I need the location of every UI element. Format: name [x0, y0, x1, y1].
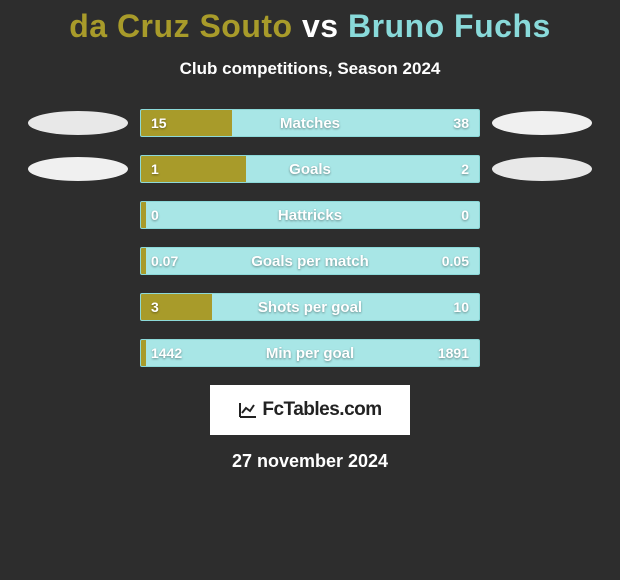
left-ellipse — [28, 295, 128, 319]
stat-value-right: 38 — [453, 110, 469, 136]
stat-row: 0.07Goals per match0.05 — [0, 247, 620, 275]
date-text: 27 november 2024 — [0, 451, 620, 472]
right-ellipse — [492, 203, 592, 227]
stat-bar: 15Matches38 — [140, 109, 480, 137]
right-ellipse — [492, 295, 592, 319]
player1-name: da Cruz Souto — [69, 8, 292, 44]
stat-row: 3Shots per goal10 — [0, 293, 620, 321]
stat-value-left: 0.07 — [151, 248, 178, 274]
right-ellipse — [492, 157, 592, 181]
left-ellipse — [28, 341, 128, 365]
player2-name: Bruno Fuchs — [348, 8, 551, 44]
stat-value-right: 0 — [461, 202, 469, 228]
logo-text: FcTables.com — [262, 399, 381, 421]
stat-row: 0Hattricks0 — [0, 201, 620, 229]
stat-bar: 0.07Goals per match0.05 — [140, 247, 480, 275]
stat-bar: 0Hattricks0 — [140, 201, 480, 229]
stat-label: Hattricks — [141, 202, 479, 228]
stat-bar: 3Shots per goal10 — [140, 293, 480, 321]
right-ellipse — [492, 111, 592, 135]
stat-value-left: 0 — [151, 202, 159, 228]
bar-fill — [141, 156, 246, 182]
stat-row: 1442Min per goal1891 — [0, 339, 620, 367]
stat-value-left: 1442 — [151, 340, 182, 366]
logo: FcTables.com — [238, 399, 381, 421]
right-ellipse — [492, 341, 592, 365]
logo-chart-icon — [238, 401, 258, 419]
stats-rows: 15Matches38 1Goals2 0Hattricks0 0.07Goals p… — [0, 109, 620, 367]
stat-row: 1Goals2 — [0, 155, 620, 183]
stat-value-right: 2 — [461, 156, 469, 182]
stat-label: Min per goal — [141, 340, 479, 366]
stat-bar: 1Goals2 — [140, 155, 480, 183]
left-ellipse — [28, 249, 128, 273]
bar-fill — [141, 248, 146, 274]
subtitle: Club competitions, Season 2024 — [0, 59, 620, 79]
logo-box[interactable]: FcTables.com — [210, 385, 410, 435]
bar-fill — [141, 110, 232, 136]
stat-value-right: 0.05 — [442, 248, 469, 274]
page-title: da Cruz Souto vs Bruno Fuchs — [0, 8, 620, 45]
left-ellipse — [28, 111, 128, 135]
bar-fill — [141, 202, 146, 228]
stat-label: Goals per match — [141, 248, 479, 274]
left-ellipse — [28, 157, 128, 181]
stat-row: 15Matches38 — [0, 109, 620, 137]
left-ellipse — [28, 203, 128, 227]
stat-bar: 1442Min per goal1891 — [140, 339, 480, 367]
right-ellipse — [492, 249, 592, 273]
vs-text: vs — [302, 8, 339, 44]
bar-fill — [141, 340, 146, 366]
stat-value-right: 10 — [453, 294, 469, 320]
stat-value-right: 1891 — [438, 340, 469, 366]
bar-fill — [141, 294, 212, 320]
comparison-widget: da Cruz Souto vs Bruno Fuchs Club compet… — [0, 0, 620, 472]
